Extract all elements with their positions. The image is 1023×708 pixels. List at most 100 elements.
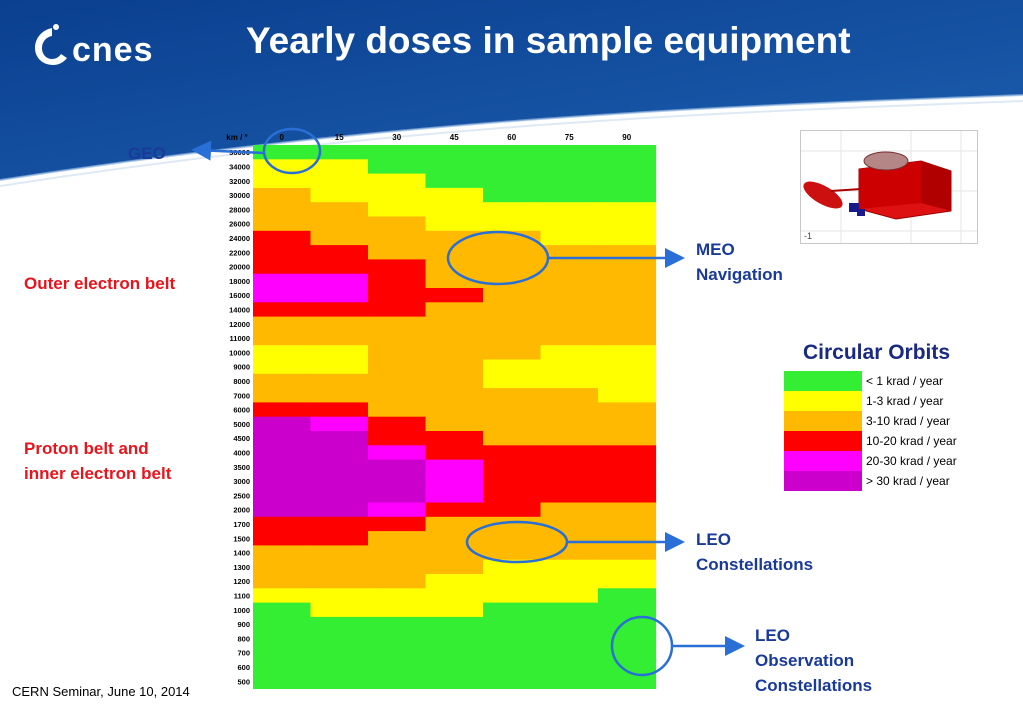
y-tick-label: 3500 xyxy=(233,463,250,472)
heatmap-cell xyxy=(483,488,542,504)
label-meo-1: MEO xyxy=(696,240,735,259)
heatmap-cell xyxy=(253,588,312,604)
heatmap-cell xyxy=(368,459,427,475)
heatmap-cell xyxy=(540,388,599,403)
heatmap-cell xyxy=(425,273,484,289)
heatmap-cell xyxy=(540,259,599,275)
heatmap-cell xyxy=(598,674,657,689)
heatmap-cell xyxy=(425,373,484,389)
heatmap-cell xyxy=(598,445,657,461)
heatmap-cell xyxy=(425,316,484,332)
heatmap-cell xyxy=(483,502,542,518)
heatmap-cell xyxy=(598,431,657,446)
y-tick-label: 10000 xyxy=(229,348,250,357)
corner-label: km / ° xyxy=(226,133,247,142)
heatmap-cell xyxy=(253,545,312,561)
heatmap-cell xyxy=(483,559,542,575)
heatmap-cell xyxy=(368,259,427,275)
heatmap-cell xyxy=(483,588,542,604)
heatmap-cell xyxy=(368,373,427,389)
heatmap-cell xyxy=(540,602,599,618)
heatmap-cell xyxy=(540,202,599,218)
heatmap-cell xyxy=(310,216,369,232)
heatmap-cell xyxy=(310,488,369,504)
heatmap-cell xyxy=(425,187,484,203)
heatmap-cell xyxy=(598,216,657,232)
heatmap-cell xyxy=(368,202,427,218)
satellite-icon: -1 xyxy=(801,131,977,243)
heatmap-cell xyxy=(483,288,542,303)
satellite-image: -1 xyxy=(800,130,978,244)
heatmap-cell xyxy=(368,245,427,260)
heatmap-cell xyxy=(253,316,312,332)
heatmap-cell xyxy=(425,202,484,218)
heatmap-cell xyxy=(425,502,484,518)
heatmap-cell xyxy=(310,559,369,575)
heatmap-cell xyxy=(310,616,369,632)
heatmap-cell xyxy=(368,145,427,160)
heatmap-cell xyxy=(540,502,599,518)
heatmap-cell xyxy=(540,431,599,446)
legend-swatch xyxy=(784,431,862,451)
heatmap-cell xyxy=(483,545,542,561)
legend-label: 20-30 krad / year xyxy=(866,454,957,468)
x-tick-label: 0 xyxy=(280,133,285,142)
heatmap-cell xyxy=(598,602,657,618)
heatmap-cell xyxy=(425,616,484,632)
heatmap-cell xyxy=(310,645,369,661)
y-tick-label: 1500 xyxy=(233,534,250,543)
heatmap-cell xyxy=(425,345,484,361)
heatmap-cell xyxy=(425,445,484,461)
heatmap-cell xyxy=(425,459,484,475)
legend-item: 10-20 krad / year xyxy=(784,431,974,451)
heatmap-cell xyxy=(540,616,599,632)
heatmap-cell xyxy=(310,202,369,218)
heatmap-cell xyxy=(253,616,312,632)
label-proton-belt-2: inner electron belt xyxy=(24,464,172,483)
heatmap-cell xyxy=(253,230,312,246)
heatmap-cell xyxy=(483,674,542,689)
heatmap-cell xyxy=(483,330,542,346)
heatmap-cell xyxy=(253,631,312,647)
heatmap-cell xyxy=(253,645,312,661)
heatmap-cell xyxy=(425,330,484,346)
heatmap-cell xyxy=(253,531,312,546)
y-tick-label: 8000 xyxy=(233,377,250,386)
heatmap-cell xyxy=(368,602,427,618)
heatmap-cell xyxy=(368,230,427,246)
label-leo-obs-2: Observation xyxy=(755,651,855,670)
y-tick-label: 1000 xyxy=(233,606,250,615)
heatmap-cell xyxy=(483,659,542,675)
heatmap-cell xyxy=(253,245,312,260)
heatmap-cell xyxy=(483,145,542,160)
heatmap-cell xyxy=(253,145,312,160)
heatmap-cell xyxy=(310,145,369,160)
heatmap-cell xyxy=(540,245,599,260)
heatmap-cell xyxy=(310,402,369,418)
legend-label: 1-3 krad / year xyxy=(866,394,944,408)
heatmap-cell xyxy=(253,516,312,532)
heatmap-cell xyxy=(540,445,599,461)
heatmap-cell xyxy=(540,316,599,332)
heatmap-cell xyxy=(368,359,427,375)
heatmap-cell xyxy=(540,359,599,375)
heatmap-cell xyxy=(253,187,312,203)
heatmap-cell xyxy=(425,288,484,303)
y-tick-label: 600 xyxy=(237,663,250,672)
heatmap-cell xyxy=(253,359,312,375)
y-tick-label: 11000 xyxy=(230,334,250,343)
heatmap-cell xyxy=(368,445,427,461)
heatmap-cell xyxy=(310,345,369,361)
heatmap-cell xyxy=(368,159,427,175)
heatmap-cell xyxy=(598,230,657,246)
heatmap-cell xyxy=(425,245,484,260)
y-tick-label: 900 xyxy=(237,620,250,629)
heatmap-cell xyxy=(253,288,312,303)
y-tick-label: 1200 xyxy=(233,577,250,586)
heatmap-cell xyxy=(368,616,427,632)
y-tick-label: 9000 xyxy=(233,363,250,372)
y-tick-label: 12000 xyxy=(229,320,250,329)
heatmap-cell xyxy=(483,616,542,632)
heatmap-cell xyxy=(540,330,599,346)
heatmap-cell xyxy=(253,330,312,346)
